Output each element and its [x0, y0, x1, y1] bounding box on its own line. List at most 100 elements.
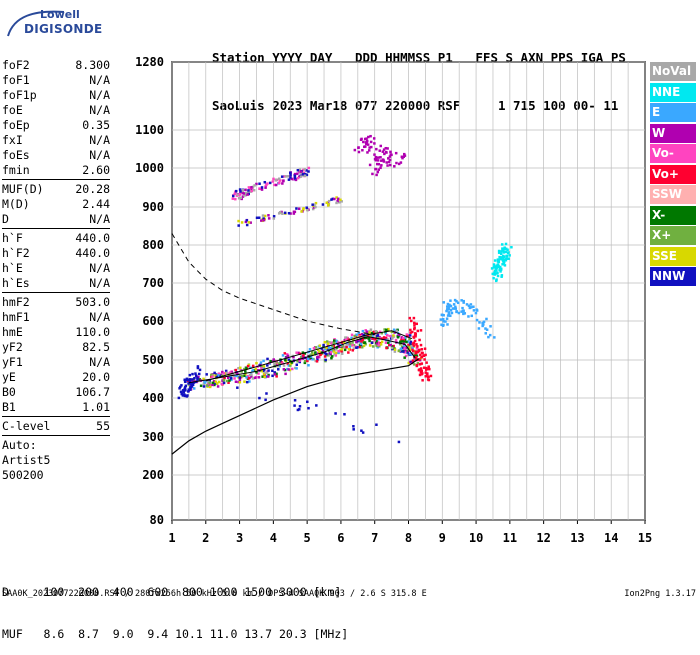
echo-point-e: [447, 311, 451, 314]
echo-point-x: [308, 348, 312, 351]
echo-point-o: [282, 368, 286, 371]
echo-point-o: [389, 343, 392, 347]
echo-point-upper2: [327, 199, 331, 203]
x-tick-label: 10: [469, 531, 483, 545]
echo-point-w: [380, 159, 383, 162]
echo-point-upper2: [314, 201, 318, 205]
echo-point-x: [318, 344, 322, 347]
echo-point-o: [409, 352, 412, 355]
echo-point-w: [365, 142, 368, 146]
echo-point-e: [478, 321, 481, 324]
x-tick-label: 8: [405, 531, 412, 545]
echo-point-o: [237, 367, 240, 370]
echo-point-o: [264, 371, 267, 374]
echo-point-nnw: [182, 389, 185, 393]
echo-point-e: [485, 317, 488, 321]
echo-point-nne: [496, 271, 499, 275]
echo-point-nne: [502, 259, 505, 263]
echo-point-upper: [280, 175, 284, 178]
echo-point-w: [390, 153, 393, 157]
echo-point-vo+: [415, 322, 418, 326]
echo-point-o: [224, 369, 228, 373]
param-name: foE: [2, 103, 23, 117]
echo-point-o: [267, 373, 270, 377]
y-tick-label: 500: [142, 353, 164, 367]
echo-point-o: [401, 346, 405, 350]
echo-point-o: [399, 347, 403, 351]
param-name: foF1: [2, 73, 30, 87]
echo-point-x: [351, 343, 354, 347]
echo-point-upper: [250, 186, 253, 189]
echo-point-upper2: [314, 205, 317, 209]
echo-point-vo+: [423, 366, 426, 369]
param-row: Artist5: [2, 453, 110, 468]
echo-point-upper: [237, 197, 241, 200]
echo-point-o: [415, 354, 419, 357]
echo-point-o: [286, 367, 289, 371]
param-name: fmin: [2, 163, 30, 177]
echo-point-upper2: [321, 203, 325, 206]
echo-point-x: [363, 336, 366, 340]
logo-line2: DIGISONDE: [24, 22, 103, 36]
echo-point-vo+: [410, 319, 413, 323]
echo-point-o: [208, 385, 212, 389]
echo-point-upper: [275, 178, 278, 181]
echo-point-x: [255, 361, 258, 365]
echo-point-o: [404, 354, 408, 358]
echo-point-x: [239, 366, 242, 370]
echo-point-w: [387, 157, 390, 160]
echo-point-nnw: [183, 387, 187, 390]
y-tick-label: 1280: [135, 55, 164, 69]
echo-point-x: [344, 338, 348, 341]
echo-point-w: [389, 150, 392, 154]
echo-point-vo+: [427, 378, 431, 382]
echo-point-o: [213, 383, 216, 387]
echo-point-x: [250, 373, 253, 376]
echo-point-nnw: [187, 390, 190, 393]
echo-point-upper2: [289, 212, 292, 215]
echo-point-o: [202, 377, 205, 381]
true-height-profile: [171, 358, 419, 455]
echo-point-e: [472, 305, 475, 309]
echo-point-e: [475, 318, 479, 322]
o-trace-line: [188, 336, 416, 384]
param-name: M(D): [2, 197, 30, 211]
echo-point-x: [333, 338, 336, 341]
echo-point-x: [297, 351, 300, 355]
echo-point-nnw: [190, 385, 194, 388]
echo-point-x: [278, 362, 281, 365]
echo-point-nne: [497, 249, 501, 253]
echo-point-w: [399, 161, 403, 164]
echo-point-upper: [251, 185, 255, 189]
param-name: B0: [2, 385, 16, 399]
param-row: foF1p N/A: [2, 88, 110, 103]
y-tick-label: 700: [142, 276, 164, 290]
echo-point-e: [477, 327, 481, 330]
echo-point-o: [360, 345, 364, 349]
echo-point-nnw: [184, 384, 188, 388]
echo-point-x: [205, 384, 209, 387]
echo-point-vo+: [419, 367, 423, 370]
echo-point-x: [318, 350, 321, 353]
echo-point-o: [379, 343, 383, 346]
header-values: SaoLuis 2023 Mar18 077 220000 RSF 1 715 …: [212, 98, 619, 113]
legend-item: NNE: [650, 82, 696, 102]
echo-point-upper: [248, 187, 251, 190]
echo-point-upper2: [261, 214, 265, 217]
echo-point-w: [365, 141, 368, 144]
echo-point-e: [472, 309, 476, 312]
echo-point-upper2: [244, 220, 248, 224]
echo-point-w: [395, 161, 398, 165]
echo-point-o: [300, 355, 303, 359]
echo-point-o: [234, 368, 238, 372]
echo-point-e: [446, 308, 449, 311]
echo-point-nnw: [296, 408, 300, 412]
param-value: 440.0: [75, 246, 110, 260]
param-name: foEp: [2, 118, 30, 132]
echo-point-vo+: [415, 343, 418, 346]
echo-point-upper: [295, 172, 299, 176]
echo-point-e: [460, 310, 463, 313]
echo-point-w: [403, 154, 407, 157]
y-tick-label: 300: [142, 430, 164, 444]
echo-point-x: [373, 339, 376, 342]
